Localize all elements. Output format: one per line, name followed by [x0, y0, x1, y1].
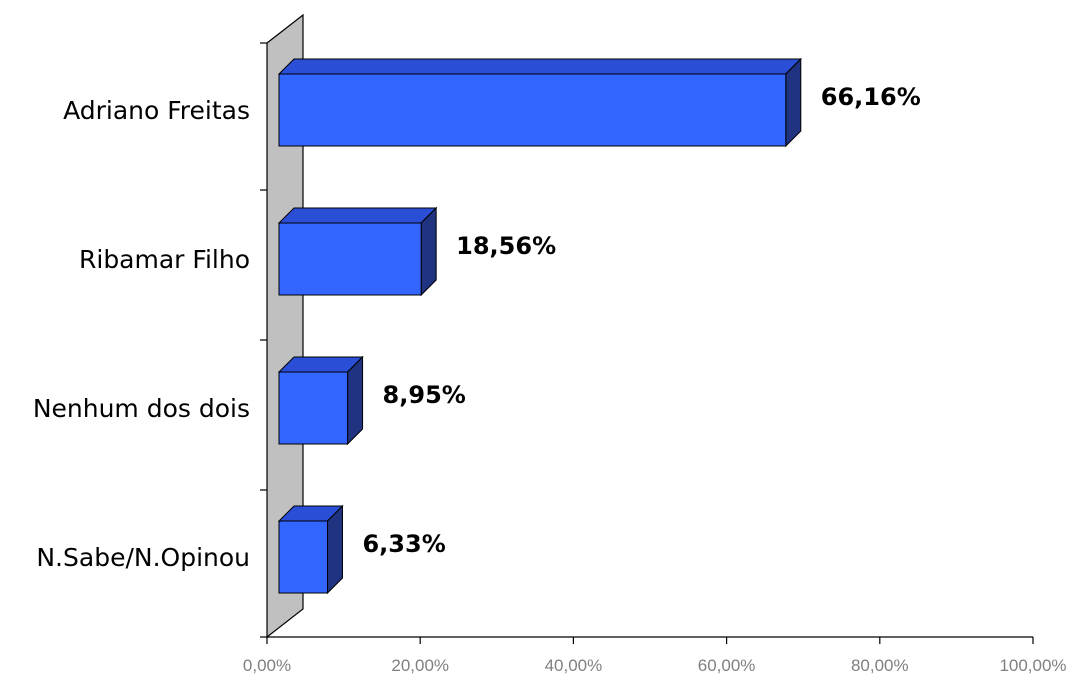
category-label: Adriano Freitas [63, 96, 250, 125]
bar-side-face [347, 355, 364, 446]
x-tick-label: 20,00% [391, 656, 449, 675]
bar-side-face [785, 57, 802, 148]
bar-front-face [278, 371, 349, 445]
bar-top-face [277, 58, 802, 75]
bar-side-face [326, 504, 343, 595]
back-wall [266, 13, 304, 639]
category-label: Ribamar Filho [79, 245, 250, 274]
bar-top-face [277, 207, 438, 224]
x-tick-label: 60,00% [698, 656, 756, 675]
bar-side-face [420, 206, 437, 297]
bar [277, 57, 802, 148]
bar [277, 206, 438, 297]
data-label: 6,33% [362, 530, 445, 558]
data-label: 66,16% [821, 83, 921, 111]
bar [277, 355, 364, 446]
x-tick-label: 100,00% [999, 656, 1066, 675]
x-tick-label: 0,00% [243, 656, 291, 675]
x-tick-label: 80,00% [851, 656, 909, 675]
bar-front-face [278, 520, 328, 594]
category-label: N.Sabe/N.Opinou [36, 543, 250, 572]
bar [277, 504, 344, 595]
category-label: Nenhum dos dois [33, 394, 250, 423]
x-tick-label: 40,00% [545, 656, 603, 675]
bar-front-face [278, 222, 422, 296]
bar-front-face [278, 73, 787, 147]
data-label: 8,95% [383, 381, 466, 409]
data-label: 18,56% [456, 232, 556, 260]
